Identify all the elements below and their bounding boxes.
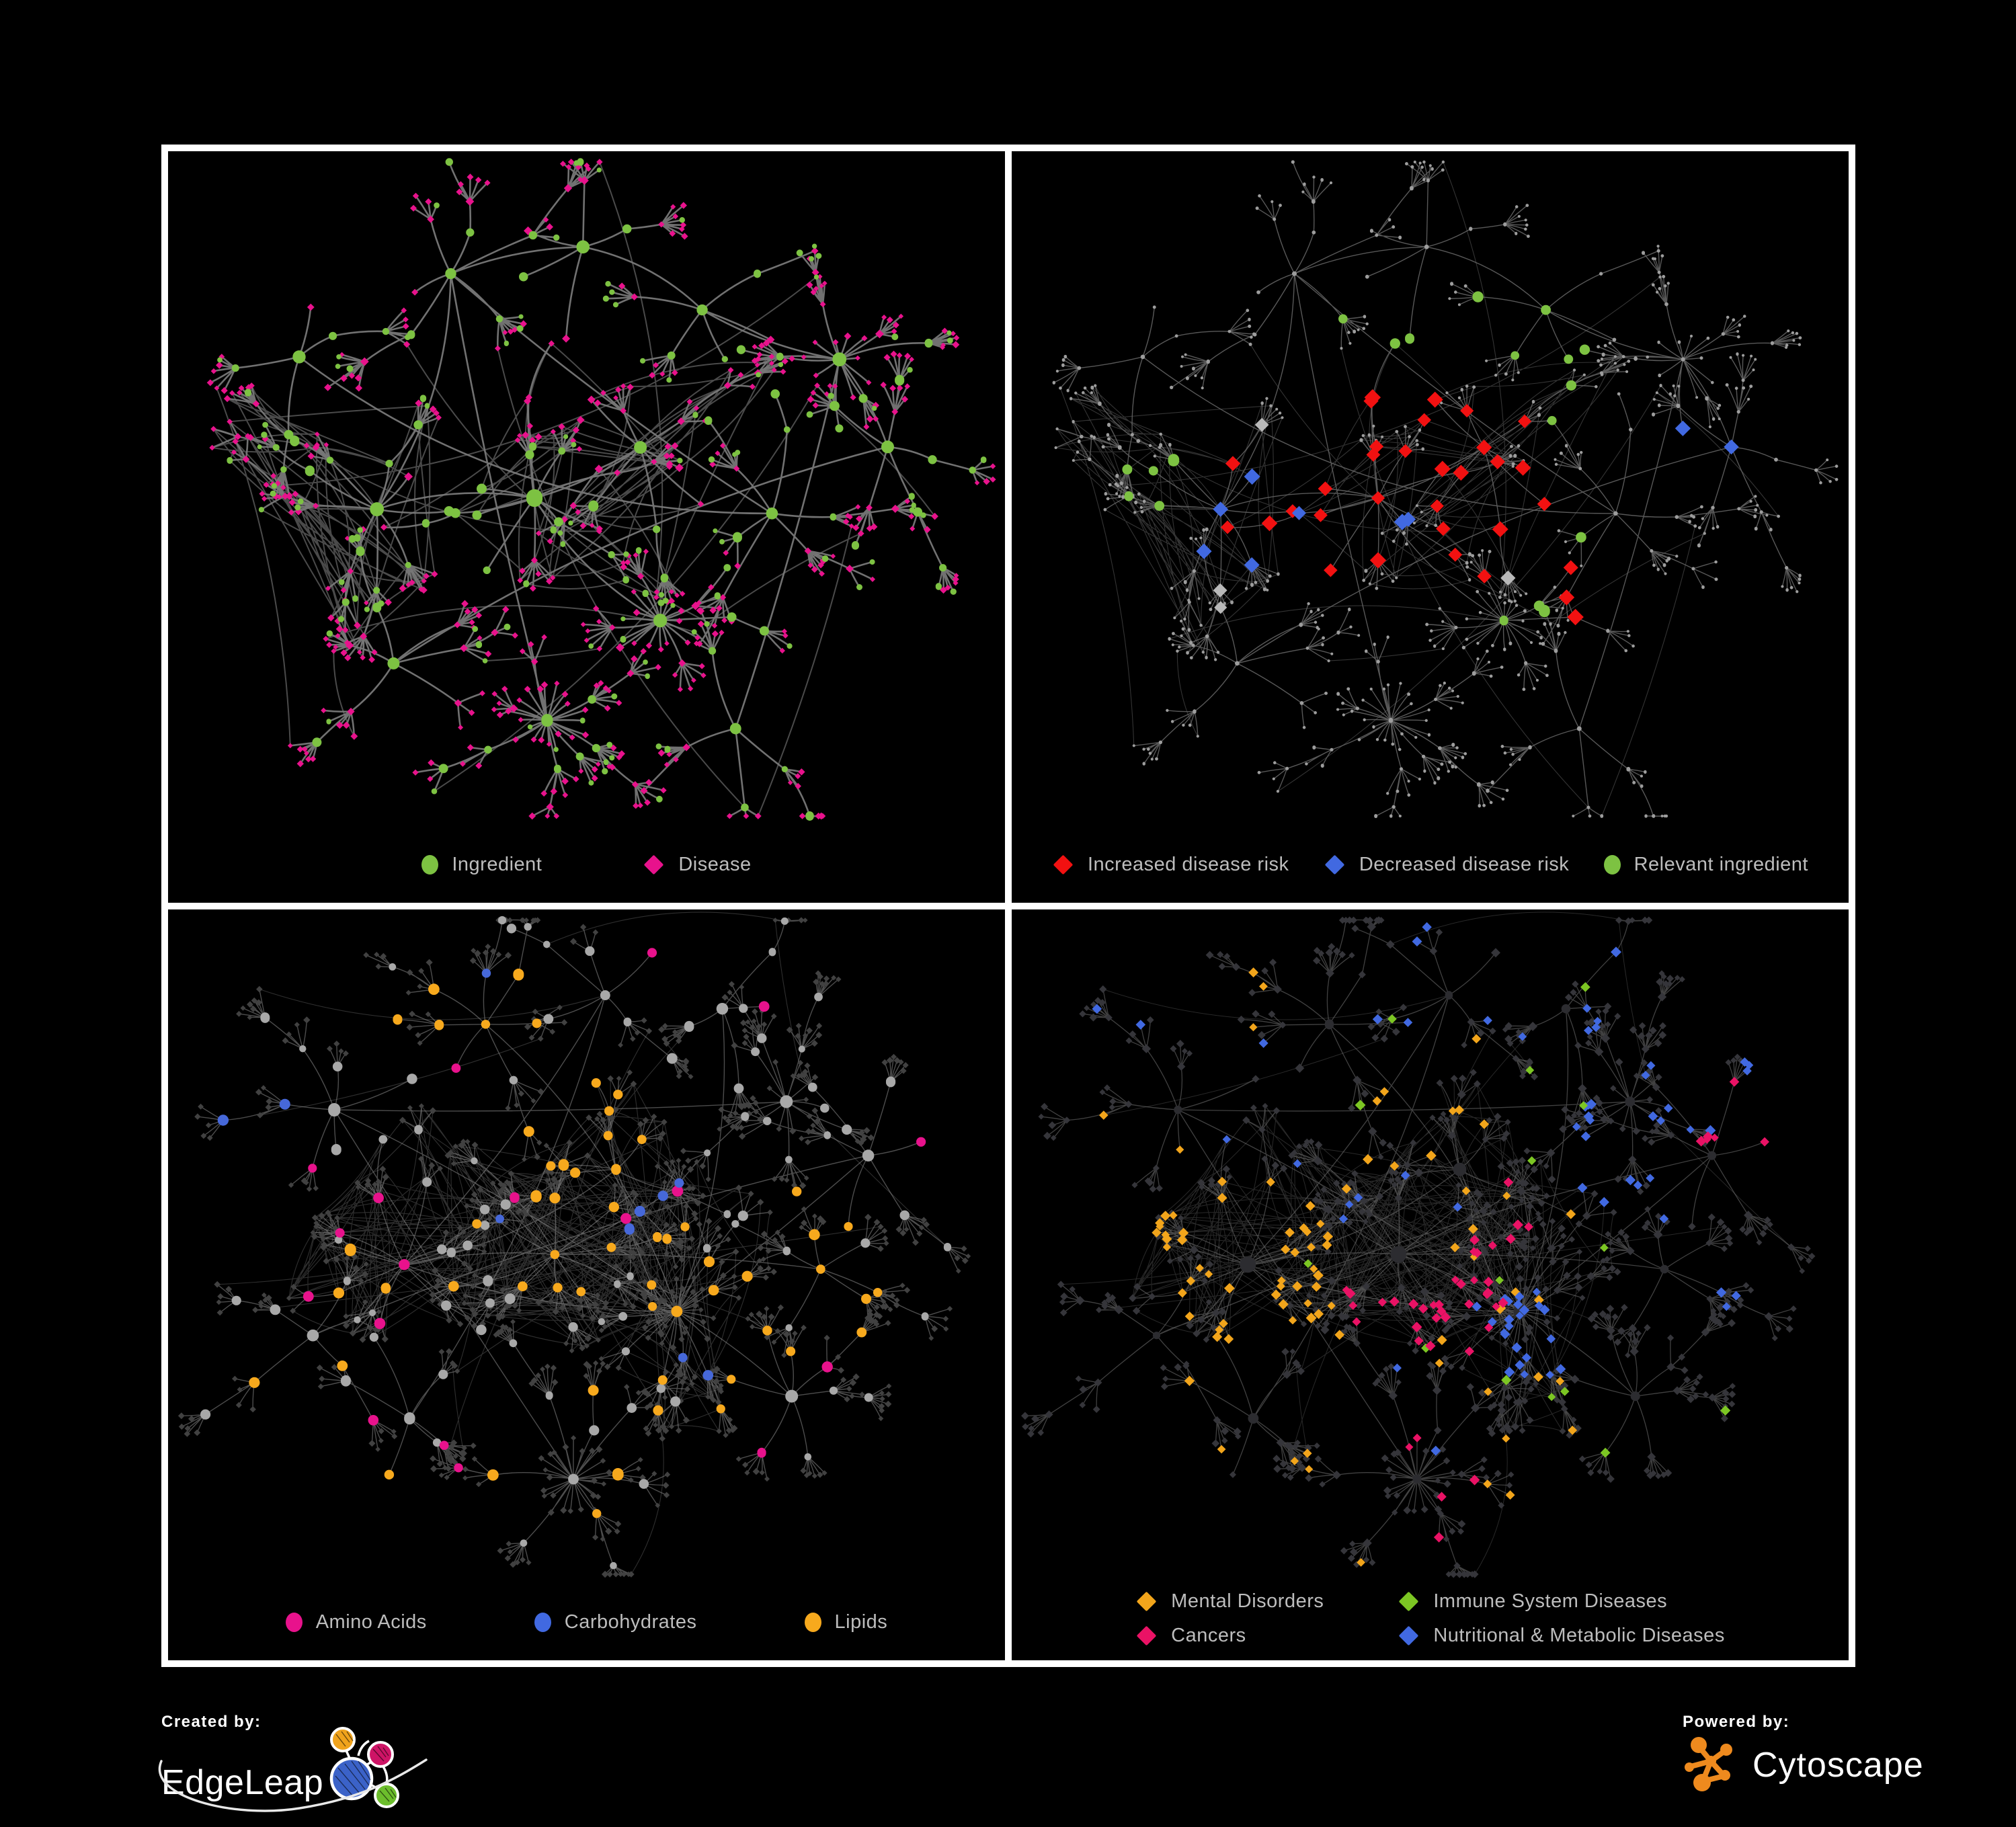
created-by-block: Created by: EdgeLeap	[158, 1713, 471, 1814]
panel-disease-classes: Mental Disorders Immune System Diseases …	[1012, 909, 1849, 1660]
cytoscape-logo-icon	[1685, 1737, 1732, 1791]
powered-by-label: Powered by:	[1683, 1713, 1790, 1731]
edgeleap-swoosh	[158, 1758, 428, 1812]
legend-label: Disease	[678, 853, 752, 875]
legend-label: Relevant ingredient	[1634, 853, 1808, 875]
panel-disease-risk: Increased disease risk Decreased disease…	[1012, 151, 1849, 903]
cytoscape-brand-text: Cytoscape	[1752, 1746, 1924, 1785]
carbohydrates-legend-icon	[534, 1613, 551, 1632]
legend-nutrient-classes: Amino Acids Carbohydrates Lipids	[168, 1611, 1005, 1633]
network-graph-disease-classes	[1021, 911, 1816, 1578]
lipids-legend-icon	[804, 1613, 821, 1632]
edge-bundle-extra	[217, 911, 948, 1574]
legend-item: Increased disease risk	[1052, 854, 1289, 876]
legend-label: Nutritional & Metabolic Diseases	[1433, 1625, 1725, 1646]
legend-label: Ingredient	[452, 853, 542, 875]
legend-label: Immune System Diseases	[1433, 1590, 1668, 1612]
legend-item: Amino Acids	[285, 1611, 427, 1633]
cancers-legend-icon	[1136, 1625, 1157, 1646]
legend-item: Decreased disease risk	[1324, 854, 1569, 876]
edge-bundle-extra	[212, 161, 936, 817]
legend-item: Carbohydrates	[534, 1611, 697, 1633]
legend-label: Mental Disorders	[1171, 1590, 1324, 1612]
panel-ingredient-disease: Ingredient Disease	[168, 151, 1005, 903]
powered-by-block: Powered by:	[1683, 1713, 1965, 1793]
legend-disease-risk: Increased disease risk Decreased disease…	[1012, 854, 1849, 876]
legend-item: Lipids	[804, 1611, 888, 1633]
edge-bundle	[1053, 161, 1837, 817]
relevant-ingredient-legend-icon	[1603, 854, 1621, 875]
legend-label: Increased disease risk	[1088, 853, 1289, 875]
legend-label: Carbohydrates	[564, 1611, 697, 1633]
diamond-nodes-#f21111	[1220, 389, 1584, 626]
panel-grid: Ingredient Disease Increased disease ris…	[161, 145, 1855, 1667]
legend-item: Nutritional & Metabolic Diseases	[1398, 1625, 1724, 1647]
immune-diseases-legend-icon	[1399, 1591, 1419, 1612]
legend-disease-classes: Mental Disorders Immune System Diseases …	[1012, 1590, 1849, 1647]
mental-disorders-legend-icon	[1136, 1591, 1157, 1612]
edgeleap-logo-icon	[329, 1727, 400, 1808]
network-graph-nutrient-classes	[177, 911, 971, 1578]
network-graph-disease-risk	[1052, 160, 1839, 818]
legend-ingredient-disease: Ingredient Disease	[168, 854, 1005, 876]
legend-label: Amino Acids	[315, 1611, 427, 1633]
amino-acids-legend-icon	[285, 1613, 303, 1632]
panel-nutrient-classes: Amino Acids Carbohydrates Lipids	[168, 909, 1005, 1660]
legend-item: Relevant ingredient	[1603, 853, 1808, 876]
legend-label: Cancers	[1171, 1625, 1246, 1646]
created-by-label: Created by:	[161, 1713, 261, 1731]
legend-item: Ingredient	[421, 854, 542, 876]
edge-bundle-extra	[1061, 911, 1791, 1574]
legend-item: Cancers	[1135, 1625, 1246, 1647]
edge-bundle	[210, 161, 994, 817]
legend-label: Lipids	[834, 1611, 888, 1633]
legend-item: Disease	[643, 854, 751, 876]
edgeleap-brand-text: EdgeLeap	[161, 1763, 324, 1802]
disease-legend-icon	[644, 854, 664, 875]
legend-item: Mental Disorders	[1135, 1590, 1324, 1613]
ingredient-legend-icon	[421, 854, 439, 875]
diamond-nodes-#e8128c	[206, 159, 996, 820]
legend-item: Immune System Diseases	[1398, 1590, 1667, 1613]
nutritional-metabolic-legend-icon	[1399, 1625, 1419, 1646]
edge-bundle-extra	[1055, 161, 1779, 817]
network-graph-ingredient-disease	[206, 158, 996, 821]
decreased-risk-legend-icon	[1324, 854, 1345, 875]
increased-risk-legend-icon	[1053, 854, 1074, 875]
legend-label: Decreased disease risk	[1359, 853, 1570, 875]
